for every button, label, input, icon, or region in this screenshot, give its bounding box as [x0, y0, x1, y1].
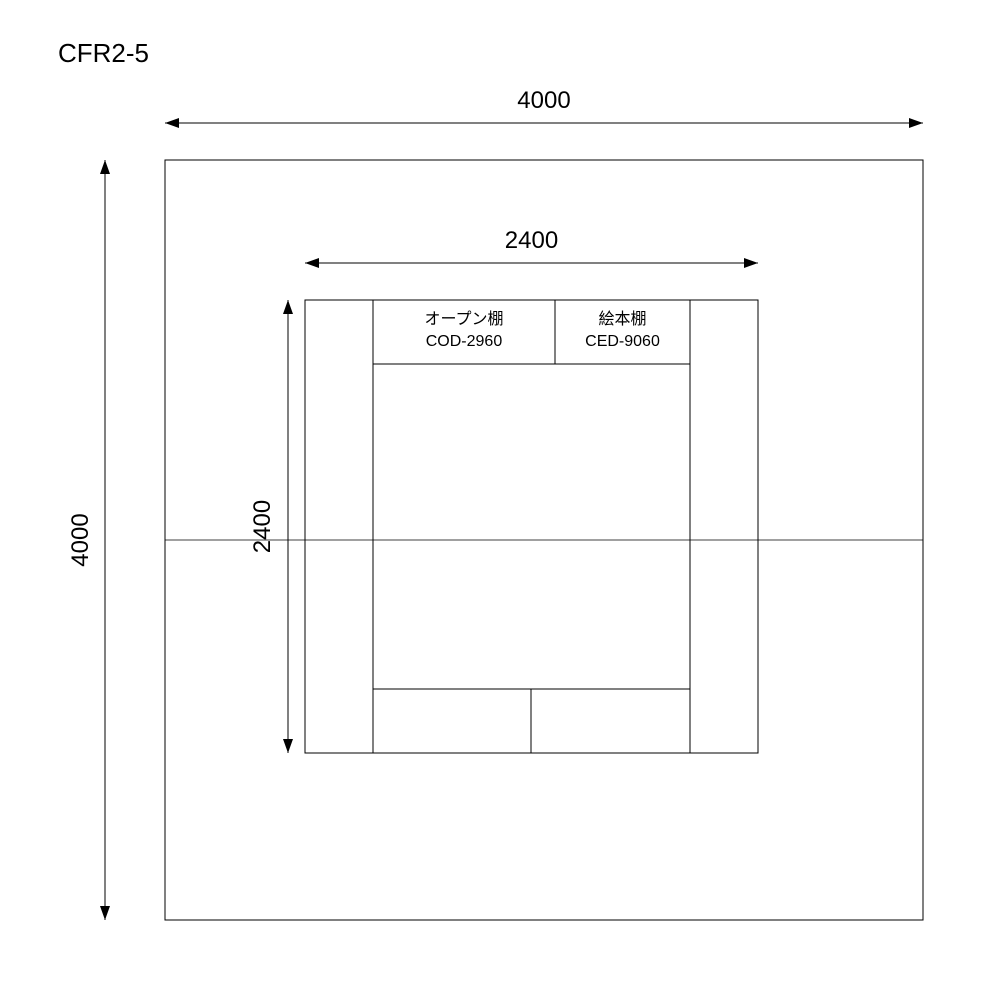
floor-plan-diagram: CFR2-5 4000 4000 2400 2400 オープン棚 COD-296… [0, 0, 1000, 1000]
dim-inner-left-value: 2400 [249, 500, 276, 553]
dim-inner-left-arrow-bottom [283, 739, 293, 753]
dim-inner-top: 2400 [305, 227, 758, 268]
dim-inner-left: 2400 [249, 300, 293, 753]
dim-outer-top-arrow-left [165, 118, 179, 128]
dim-outer-left: 4000 [67, 160, 110, 920]
dim-inner-top-value: 2400 [505, 227, 558, 254]
dim-outer-top-arrow-right [909, 118, 923, 128]
shelf-left-name: オープン棚 [424, 310, 503, 328]
dim-outer-left-value: 4000 [67, 513, 94, 566]
dim-inner-top-arrow-left [305, 258, 319, 268]
drawing-title: CFR2-5 [58, 38, 149, 68]
dim-outer-left-arrow-top [100, 160, 110, 174]
shelf-right-name: 絵本棚 [598, 310, 646, 328]
shelf-left-code: COD-2960 [426, 333, 503, 350]
shelf-right-code: CED-9060 [585, 333, 660, 350]
dim-outer-top: 4000 [165, 87, 923, 128]
dim-inner-top-arrow-right [744, 258, 758, 268]
inner-subdivisions [373, 300, 690, 753]
dim-outer-top-value: 4000 [517, 87, 570, 114]
dim-outer-left-arrow-bottom [100, 906, 110, 920]
dim-inner-left-arrow-top [283, 300, 293, 314]
